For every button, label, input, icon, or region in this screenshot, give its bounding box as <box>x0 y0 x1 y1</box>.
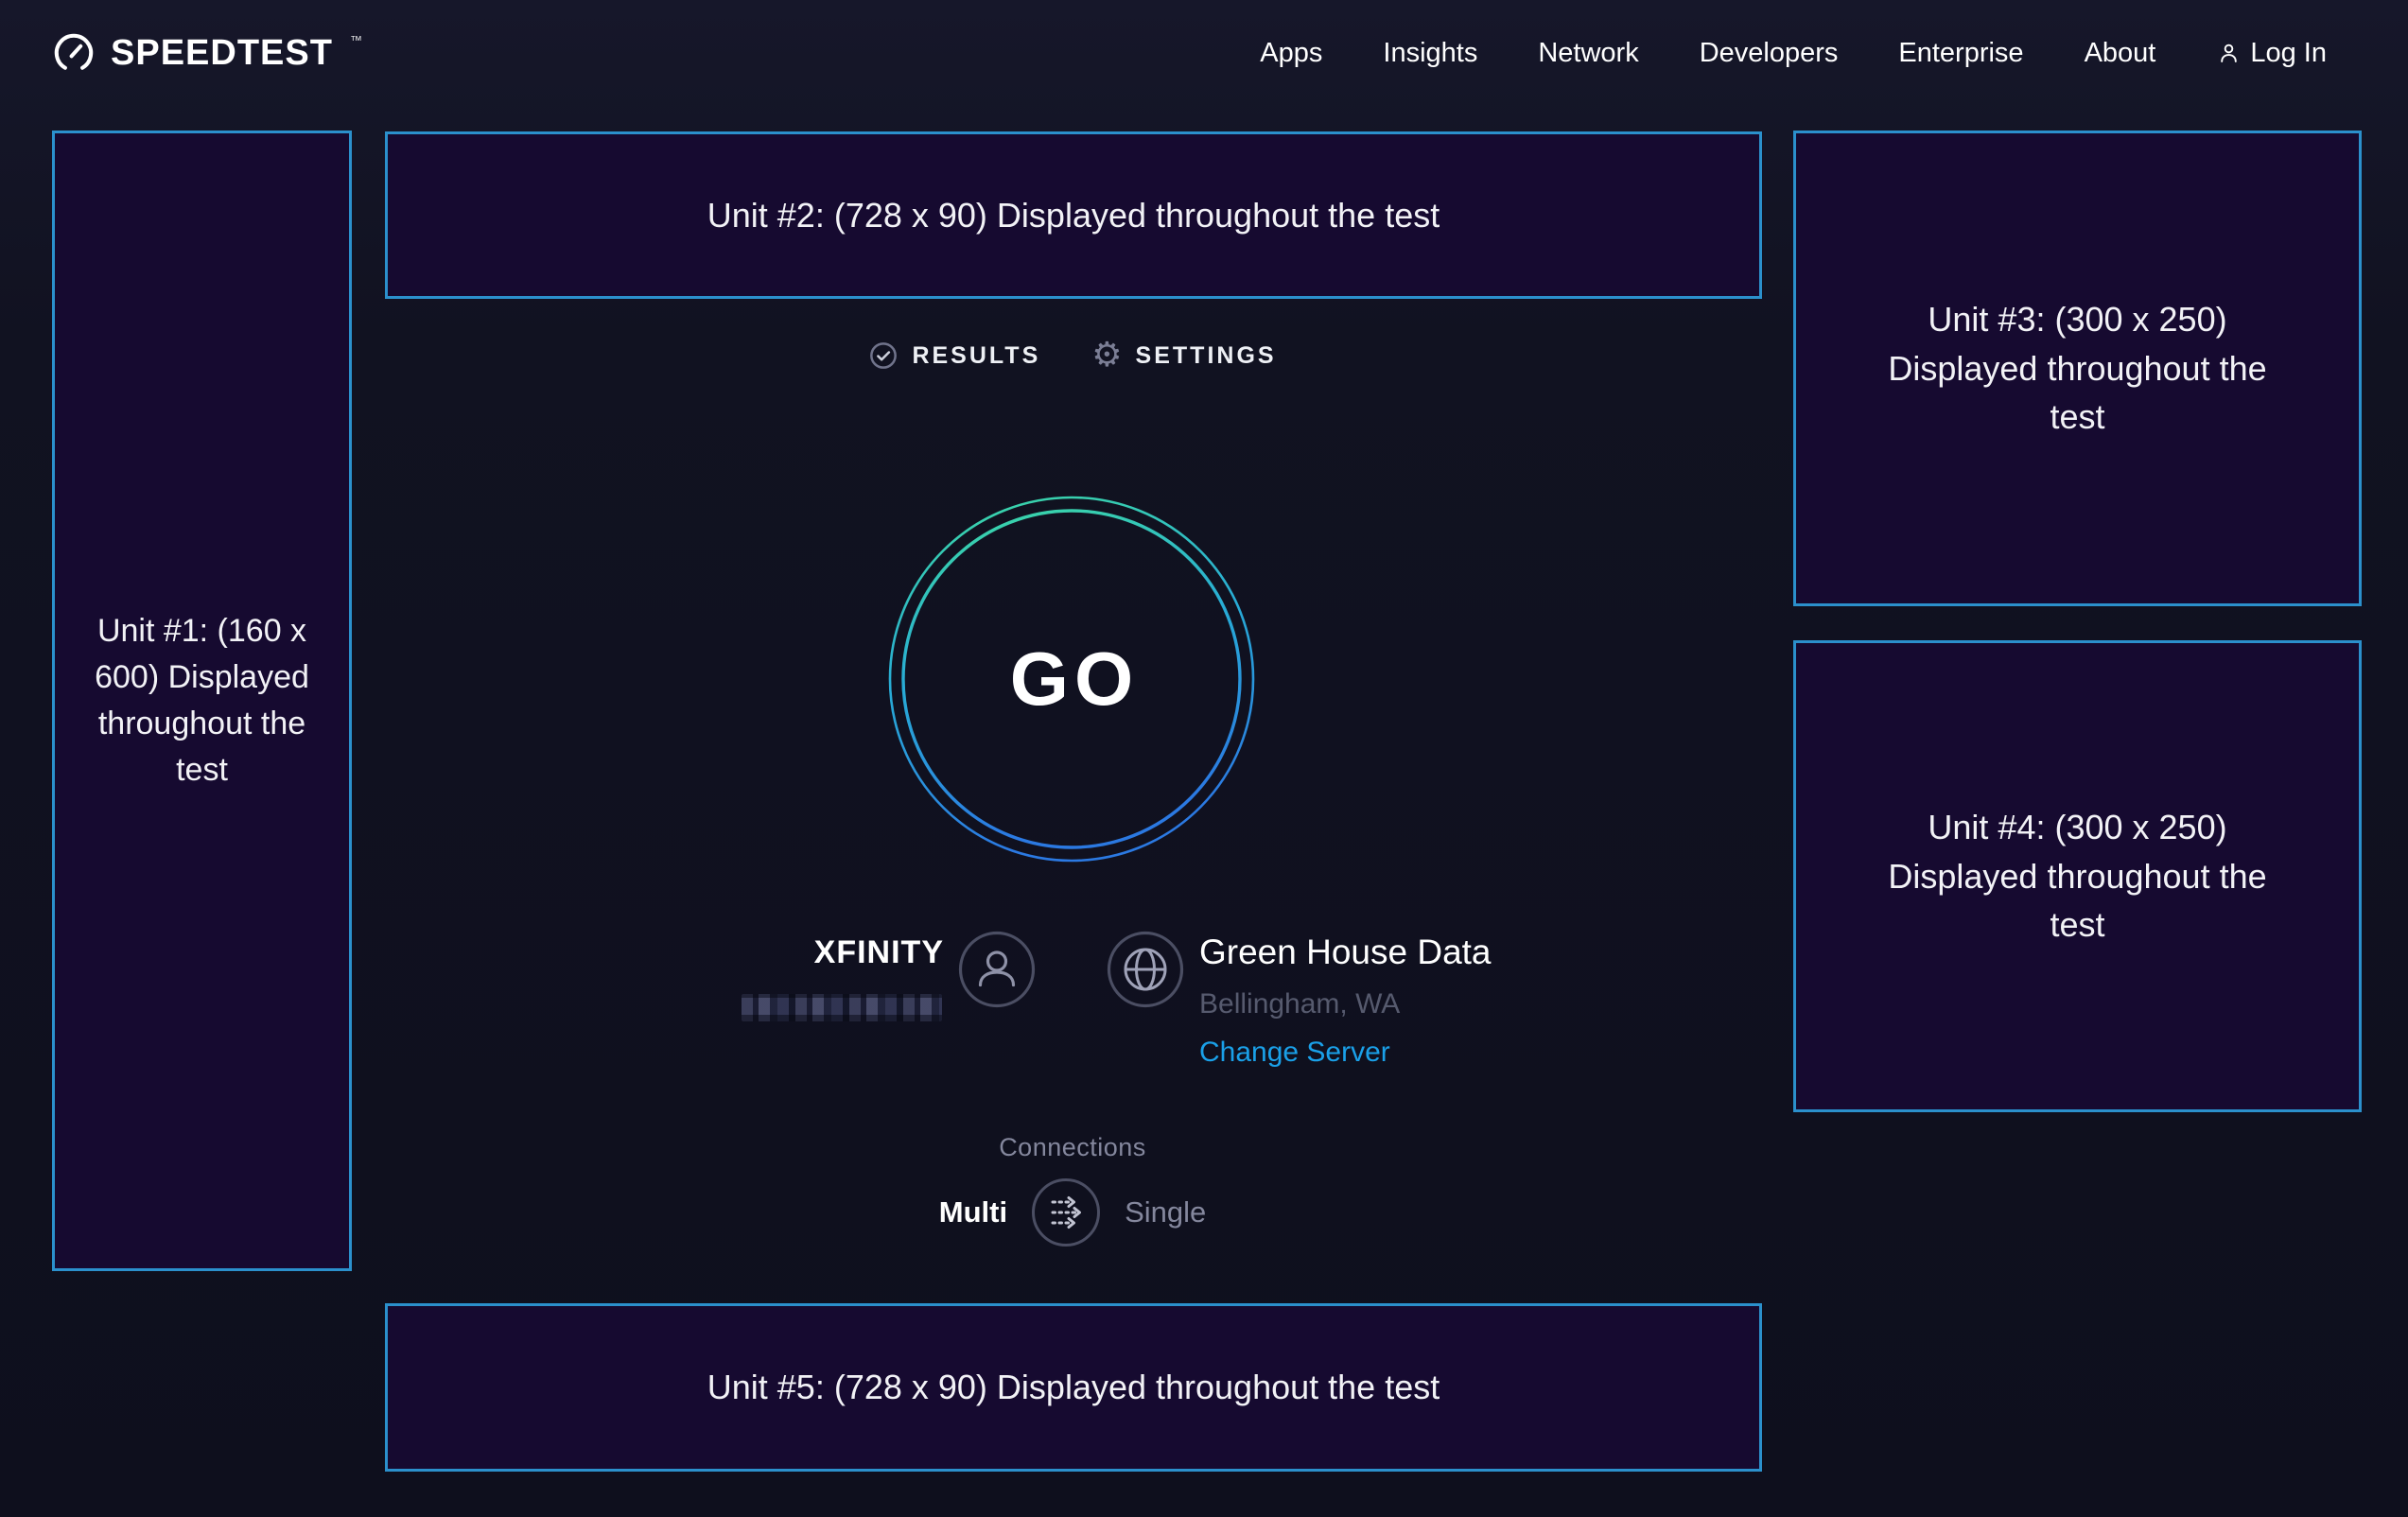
ad-unit-1-label: Unit #1: (160 x 600) Displayed throughou… <box>95 613 309 788</box>
ad-unit-2-label: Unit #2: (728 x 90) Displayed throughout… <box>707 195 1440 235</box>
ad-unit-4-label: Unit #4: (300 x 250) Displayed throughou… <box>1888 807 2267 945</box>
nav-item-about[interactable]: About <box>2084 37 2156 68</box>
gauge-icon <box>52 31 96 75</box>
ad-unit-1[interactable]: Unit #1: (160 x 600) Displayed throughou… <box>52 131 352 1271</box>
redacted-ip-address <box>742 994 942 1021</box>
ad-unit-2[interactable]: Unit #2: (728 x 90) Displayed throughout… <box>385 131 1762 299</box>
tab-settings-label: SETTINGS <box>1135 341 1277 369</box>
nav-item-enterprise[interactable]: Enterprise <box>1898 37 2024 68</box>
tab-settings[interactable]: ⚙ SETTINGS <box>1091 339 1276 373</box>
ad-unit-4[interactable]: Unit #4: (300 x 250) Displayed throughou… <box>1793 640 2362 1112</box>
connections-multi-option[interactable]: Multi <box>938 1195 1008 1229</box>
nav-item-developers[interactable]: Developers <box>1699 37 1839 68</box>
check-circle-icon <box>868 340 899 371</box>
nav-item-network[interactable]: Network <box>1538 37 1639 68</box>
logo-wordmark: SPEEDTEST <box>111 33 333 73</box>
nav-item-insights[interactable]: Insights <box>1383 37 1478 68</box>
top-nav-bar: SPEEDTEST ™ Apps Insights Network Develo… <box>0 0 2408 106</box>
user-icon <box>2216 41 2242 66</box>
go-button-rings <box>888 496 1255 863</box>
tab-results-label: RESULTS <box>912 341 1041 369</box>
ad-unit-5[interactable]: Unit #5: (728 x 90) Displayed throughout… <box>385 1303 1762 1472</box>
server-name: Green House Data <box>1199 933 1492 971</box>
change-server-link[interactable]: Change Server <box>1199 1037 1390 1068</box>
connections-toggle-icon[interactable] <box>1030 1177 1102 1248</box>
server-globe-icon <box>1107 931 1184 1008</box>
login-button[interactable]: Log In <box>2216 38 2327 69</box>
connections-single-option[interactable]: Single <box>1125 1195 1207 1229</box>
tab-bar: RESULTS ⚙ SETTINGS <box>352 339 1793 373</box>
speedtest-logo[interactable]: SPEEDTEST ™ <box>52 31 362 75</box>
tab-results[interactable]: RESULTS <box>868 339 1040 373</box>
server-info: Green House Data Bellingham, WA Change S… <box>1199 933 1492 1069</box>
nav-menu: Apps Insights Network Developers Enterpr… <box>1260 0 2327 106</box>
connections-title: Connections <box>999 1133 1146 1161</box>
ad-unit-5-label: Unit #5: (728 x 90) Displayed throughout… <box>707 1368 1440 1407</box>
go-label: GO <box>1009 636 1140 721</box>
isp-name: XFINITY <box>813 934 944 970</box>
ad-unit-3-label: Unit #3: (300 x 250) Displayed throughou… <box>1888 299 2267 437</box>
logo-trademark: ™ <box>349 33 362 47</box>
server-location: Bellingham, WA <box>1199 988 1401 1020</box>
go-button[interactable]: GO <box>887 495 1256 863</box>
login-label: Log In <box>2250 37 2327 68</box>
nav-item-apps[interactable]: Apps <box>1260 37 1323 68</box>
gear-icon: ⚙ <box>1091 336 1123 375</box>
ad-unit-3[interactable]: Unit #3: (300 x 250) Displayed throughou… <box>1793 131 2362 606</box>
connections-toggle-row: Multi Single <box>352 1177 1793 1248</box>
isp-user-icon <box>958 931 1036 1008</box>
